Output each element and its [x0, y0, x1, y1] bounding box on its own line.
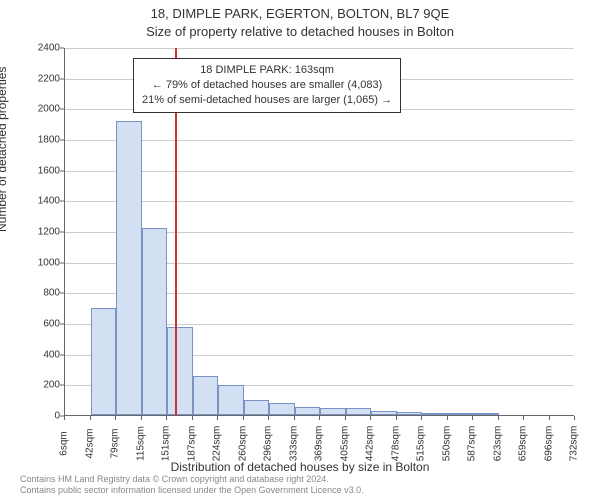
y-tick-label: 200	[20, 380, 60, 391]
x-tick-label: 260sqm	[237, 426, 248, 462]
histogram-bar	[371, 411, 397, 415]
x-tick-label: 42sqm	[84, 428, 95, 458]
annotation-line-2: ← 79% of detached houses are smaller (4,…	[142, 78, 392, 93]
histogram-bar	[91, 308, 117, 415]
histogram-bar	[320, 408, 346, 415]
x-tick-mark	[549, 416, 550, 420]
y-tick-mark	[60, 324, 64, 325]
histogram-bar	[116, 121, 142, 415]
x-tick-mark	[319, 416, 320, 420]
y-tick-label: 2200	[20, 73, 60, 84]
y-tick-label: 1800	[20, 135, 60, 146]
x-tick-label: 732sqm	[569, 426, 580, 462]
x-tick-mark	[243, 416, 244, 420]
x-tick-label: 151sqm	[161, 426, 172, 462]
histogram-bar	[193, 376, 219, 415]
x-tick-label: 587sqm	[467, 426, 478, 462]
x-tick-label: 442sqm	[365, 426, 376, 462]
y-tick-mark	[60, 293, 64, 294]
y-tick-mark	[60, 232, 64, 233]
y-tick-label: 2000	[20, 104, 60, 115]
x-tick-label: 515sqm	[416, 426, 427, 462]
x-tick-label: 115sqm	[135, 426, 146, 461]
histogram-bar	[397, 412, 423, 415]
y-tick-mark	[60, 48, 64, 49]
annotation-line-1: 18 DIMPLE PARK: 163sqm	[142, 63, 392, 78]
y-tick-mark	[60, 201, 64, 202]
y-tick-mark	[60, 109, 64, 110]
footer-line-2: Contains public sector information licen…	[20, 485, 364, 496]
histogram-bar	[142, 228, 168, 415]
title-line-2: Size of property relative to detached ho…	[0, 24, 600, 39]
annotation-line-3: 21% of semi-detached houses are larger (…	[142, 93, 392, 108]
y-tick-mark	[60, 354, 64, 355]
y-tick-label: 600	[20, 319, 60, 330]
y-tick-mark	[60, 140, 64, 141]
x-tick-label: 6sqm	[59, 431, 70, 455]
y-tick-label: 0	[20, 411, 60, 422]
x-tick-label: 79sqm	[110, 428, 121, 458]
annotation-box: 18 DIMPLE PARK: 163sqm ← 79% of detached…	[133, 58, 401, 113]
x-tick-mark	[345, 416, 346, 420]
x-tick-mark	[64, 416, 65, 420]
x-tick-label: 550sqm	[441, 426, 452, 462]
x-tick-mark	[294, 416, 295, 420]
x-tick-mark	[115, 416, 116, 420]
footer-attribution: Contains HM Land Registry data © Crown c…	[20, 474, 364, 496]
histogram-bar	[295, 407, 321, 415]
x-axis-label: Distribution of detached houses by size …	[0, 460, 600, 474]
x-tick-mark	[166, 416, 167, 420]
y-tick-label: 800	[20, 288, 60, 299]
x-tick-label: 296sqm	[263, 426, 274, 462]
y-tick-mark	[60, 78, 64, 79]
y-axis-label: Number of detached properties	[0, 67, 9, 232]
x-tick-mark	[574, 416, 575, 420]
x-tick-label: 333sqm	[288, 426, 299, 462]
histogram-bar	[346, 408, 372, 415]
x-tick-mark	[370, 416, 371, 420]
x-tick-label: 478sqm	[390, 426, 401, 462]
x-tick-mark	[217, 416, 218, 420]
y-tick-label: 1200	[20, 227, 60, 238]
y-tick-mark	[60, 262, 64, 263]
y-tick-label: 400	[20, 349, 60, 360]
x-tick-label: 224sqm	[212, 426, 223, 462]
y-tick-mark	[60, 170, 64, 171]
histogram-bar	[473, 413, 499, 415]
x-tick-label: 659sqm	[518, 426, 529, 462]
x-tick-label: 405sqm	[339, 426, 350, 462]
x-tick-label: 369sqm	[314, 426, 325, 462]
histogram-bar	[218, 385, 244, 415]
x-tick-mark	[447, 416, 448, 420]
x-tick-mark	[472, 416, 473, 420]
x-tick-mark	[268, 416, 269, 420]
x-tick-mark	[396, 416, 397, 420]
x-tick-label: 187sqm	[186, 426, 197, 462]
footer-line-1: Contains HM Land Registry data © Crown c…	[20, 474, 364, 485]
plot-area: 18 DIMPLE PARK: 163sqm ← 79% of detached…	[64, 48, 574, 416]
x-tick-mark	[498, 416, 499, 420]
x-tick-label: 623sqm	[492, 426, 503, 462]
x-tick-mark	[90, 416, 91, 420]
histogram-bar	[244, 400, 270, 415]
y-tick-label: 2400	[20, 43, 60, 54]
histogram-bar	[269, 403, 295, 415]
y-tick-mark	[60, 385, 64, 386]
x-tick-mark	[523, 416, 524, 420]
x-tick-label: 696sqm	[543, 426, 554, 462]
y-tick-label: 1400	[20, 196, 60, 207]
x-tick-mark	[192, 416, 193, 420]
title-line-1: 18, DIMPLE PARK, EGERTON, BOLTON, BL7 9Q…	[0, 6, 600, 21]
chart-container: 18, DIMPLE PARK, EGERTON, BOLTON, BL7 9Q…	[0, 0, 600, 500]
histogram-bar	[448, 413, 474, 415]
x-tick-mark	[421, 416, 422, 420]
x-tick-mark	[141, 416, 142, 420]
y-tick-label: 1600	[20, 165, 60, 176]
histogram-bar	[422, 413, 448, 415]
y-tick-label: 1000	[20, 257, 60, 268]
histogram-bar	[167, 327, 193, 415]
